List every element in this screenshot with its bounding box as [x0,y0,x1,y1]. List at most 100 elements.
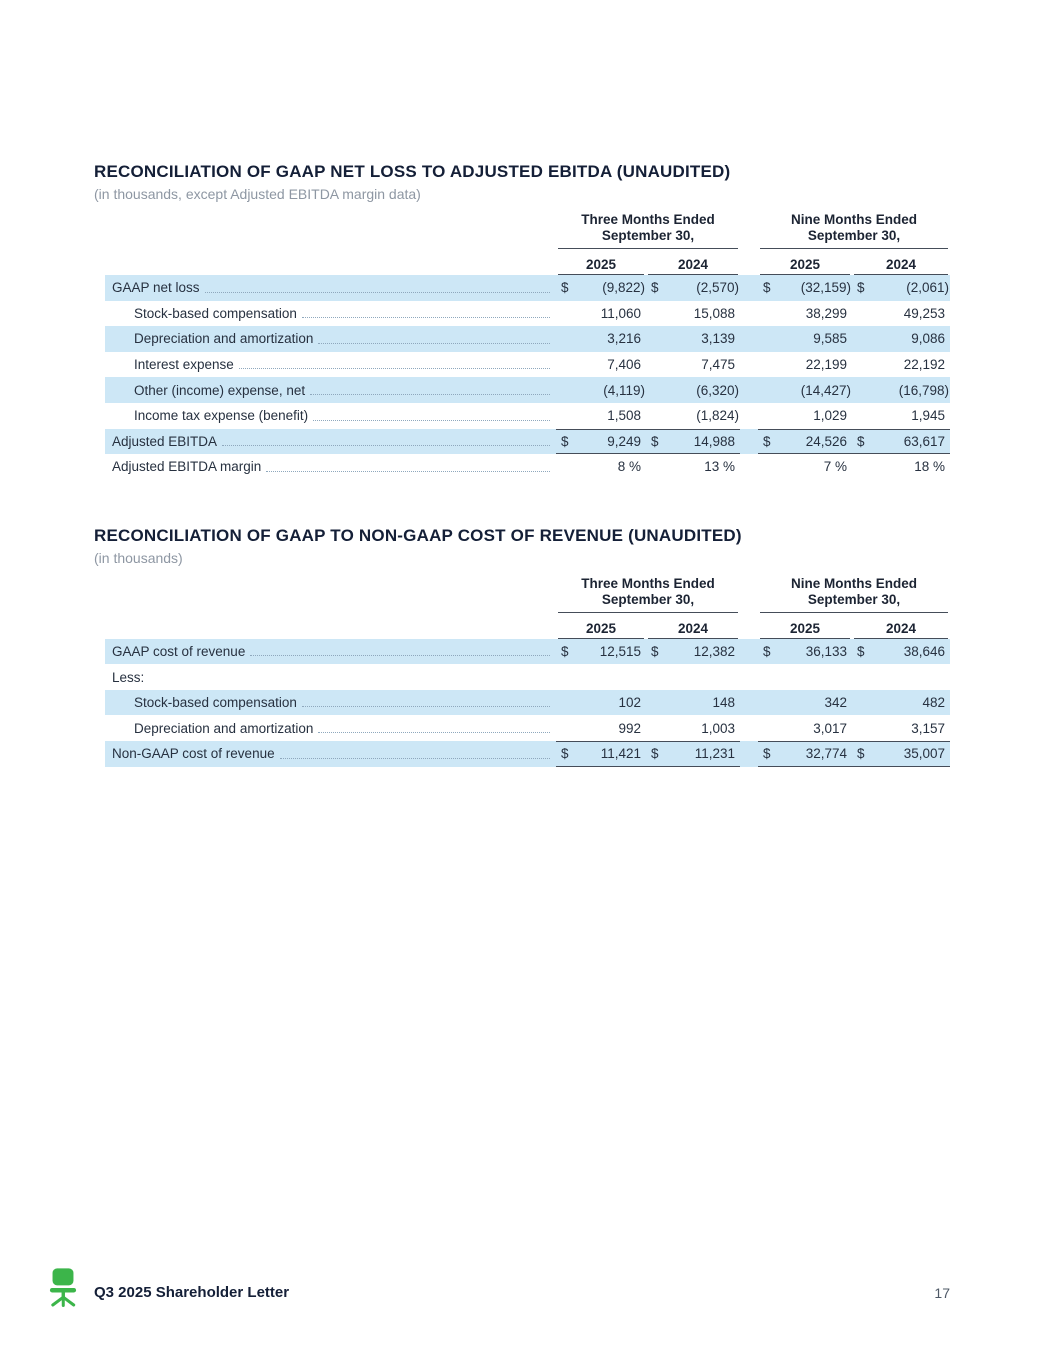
cell-value: 3,017 [813,720,847,736]
table-header-row: Three Months Ended September 30, Nine Mont… [105,212,950,249]
value-cell: $ (9,822) [556,275,646,301]
cell-value: 11,421 [600,746,641,762]
dollar-sign: $ [857,643,865,659]
cell-value: 32,774 [805,746,847,762]
cell-value: 992 [618,720,641,736]
value-cell: (16,798) [852,377,950,403]
value-cell: 1,508 [556,403,646,429]
section-title: RECONCILIATION OF GAAP NET LOSS TO ADJUS… [94,162,731,181]
row-label-cell: GAAP net loss [105,275,556,301]
column-gap [740,429,758,455]
year-header: 2025 [760,257,850,275]
column-group-line1: Nine Months Ended [791,575,917,591]
cell-value: 7 % [823,459,847,475]
column-group-line1: Three Months Ended [581,212,715,227]
dollar-sign: $ [763,746,771,762]
dotted-leader [266,470,550,472]
cell-value: 8 % [617,459,641,475]
value-cell: $24,526 [758,428,852,455]
table-row: Depreciation and amortization 3,216 3,139 9… [105,326,950,352]
column-gap [740,454,758,480]
value-cell: 7 % [758,454,852,480]
column-group-line1: Nine Months Ended [791,212,917,227]
row-label-cell: Stock-based compensation [105,301,556,327]
year-header: 2025 [558,257,644,275]
cell-value: 12,382 [693,643,735,659]
cell-value: (1,824) [696,408,739,424]
value-cell: $ (32,159) [758,275,852,301]
footer-brand: Q3 2025 Shareholder Letter [94,1284,290,1301]
column-group-header: Nine Months Ended September 30, [760,212,948,249]
value-cell: 1,029 [758,403,852,429]
value-cell: 8 % [556,454,646,480]
column-gap [740,275,758,301]
value-cell: $38,646 [852,639,950,665]
column-gap [740,741,758,767]
dollar-sign: $ [857,746,865,762]
row-label: Stock-based compensation [134,305,297,321]
cell-value: 482 [922,695,945,711]
table-row: Less: [105,664,950,690]
row-label: GAAP cost of revenue [112,643,246,659]
cost-of-revenue-table: Three Months Ended September 30, Nine Mont… [105,576,950,767]
adjusted-ebitda-table: Three Months Ended September 30, Nine Mont… [105,212,950,480]
cell-value: 14,988 [693,433,735,449]
cell-value: 3,157 [911,720,945,736]
cell-value: 1,508 [607,408,641,424]
cell-value: 49,253 [903,305,945,321]
value-cell: 7,406 [556,352,646,378]
dollar-sign: $ [561,746,569,762]
value-cell: 482 [852,690,950,716]
table-row: Income tax expense (benefit) 1,508 (1,824)… [105,403,950,429]
value-cell: (6,320) [646,377,740,403]
year-header: 2024 [854,257,948,275]
dotted-leader [204,291,550,293]
cell-value: 24,526 [805,433,847,449]
value-cell: (4,119) [556,377,646,403]
dotted-leader [301,706,550,708]
row-label-cell: Less: [105,664,556,690]
column-group-header: Three Months Ended September 30, [558,576,738,613]
dotted-leader [313,419,550,421]
value-cell: 1,003 [646,715,740,741]
column-gap [740,377,758,403]
section-cost-of-revenue: RECONCILIATION OF GAAP TO NON-GAAP COST … [94,526,952,767]
value-cell: 3,157 [852,715,950,741]
row-label-cell: Interest expense [105,352,556,378]
value-cell: 148 [646,690,740,716]
value-cell: 1,945 [852,403,950,429]
value-cell: 3,017 [758,715,852,741]
cell-value: 36,133 [805,643,847,659]
row-label: Adjusted EBITDA margin [112,459,262,475]
value-cell: $36,133 [758,639,852,665]
row-label-cell: Adjusted EBITDA margin [105,454,556,480]
column-gap [740,690,758,716]
value-cell [556,664,646,690]
year-header: 2025 [760,621,850,639]
row-label: Adjusted EBITDA [112,433,218,449]
dotted-leader [279,757,550,759]
value-cell: 11,060 [556,301,646,327]
row-label-cell: Income tax expense (benefit) [105,403,556,429]
dotted-leader [301,317,550,319]
cell-value: 9,585 [813,331,847,347]
year-header: 2024 [648,257,738,275]
cell-value: 22,199 [805,357,847,373]
dollar-sign: $ [561,433,569,449]
value-cell: $14,988 [646,428,740,455]
value-cell: $ (2,061) [852,275,950,301]
dollar-sign: $ [857,280,865,296]
row-label-cell: Adjusted EBITDA [105,429,556,455]
value-cell: 9,086 [852,326,950,352]
cell-value: 38,646 [903,643,945,659]
table-year-row: 2025 2024 2025 2024 [105,615,950,639]
cell-value: 9,249 [607,433,641,449]
cell-value: 11,231 [694,746,735,762]
row-label-cell: GAAP cost of revenue [105,639,556,665]
table-row: Adjusted EBITDA margin 8 % 13 % 7 % 18 % [105,454,950,480]
value-cell [852,664,950,690]
column-group-line2: September 30, [807,228,901,244]
dollar-sign: $ [561,643,569,659]
company-logo chair-icon [46,1268,80,1310]
value-cell: 9,585 [758,326,852,352]
